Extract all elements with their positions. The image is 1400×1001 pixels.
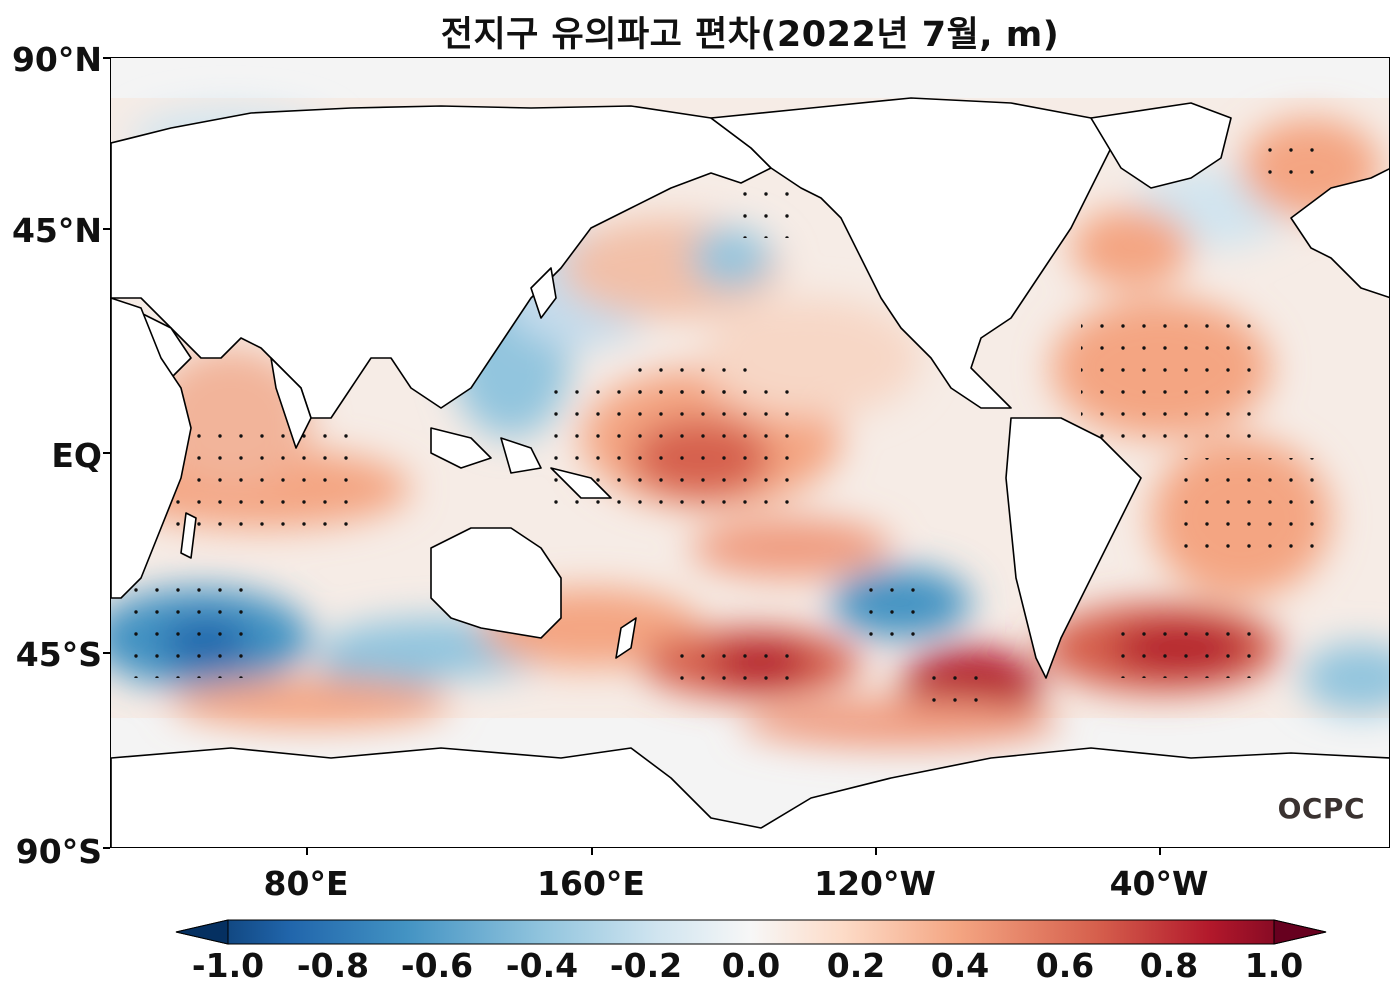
- coastlines: [111, 97, 1389, 847]
- cbar-tick: -0.8: [296, 946, 370, 985]
- map-title: 전지구 유의파고 편차(2022년 7월, m): [440, 15, 1060, 55]
- cbar-tick: -0.2: [609, 946, 683, 985]
- colorbar-max-extend: [1273, 919, 1327, 945]
- ocpc-logo: OCPC: [1277, 792, 1365, 825]
- cbar-tick: 0.6: [1035, 946, 1095, 985]
- cbar-tick: 0.2: [826, 946, 886, 985]
- cbar-tick: 1.0: [1244, 946, 1304, 985]
- lat-label-eq: EQ: [51, 436, 102, 475]
- lat-tick: [103, 57, 110, 59]
- lon-tick: [591, 848, 593, 855]
- colorbar-gradient: [175, 919, 1327, 945]
- lat-tick: [103, 228, 110, 230]
- cbar-tick: 0.0: [721, 946, 781, 985]
- lat-label-45n: 45°N: [11, 211, 102, 250]
- cbar-tick: -0.6: [400, 946, 474, 985]
- lon-tick: [306, 848, 308, 855]
- cbar-tick: -0.4: [505, 946, 579, 985]
- lon-tick: [875, 848, 877, 855]
- lon-label-80e: 80°E: [263, 864, 349, 903]
- colorbar-tick-labels: -1.0 -0.8 -0.6 -0.4 -0.2 0.0 0.2 0.4 0.6…: [0, 946, 1400, 986]
- map-panel: OCPC: [110, 57, 1390, 848]
- lat-label-45s: 45°S: [15, 635, 102, 674]
- lon-label-40w: 40°W: [1109, 864, 1209, 903]
- lon-label-120w: 120°W: [814, 864, 936, 903]
- anomaly-map: [111, 97, 1389, 847]
- colorbar-min-extend: [175, 919, 229, 945]
- lat-tick: [103, 652, 110, 654]
- lon-label-160e: 160°E: [537, 864, 645, 903]
- cbar-tick: 0.8: [1139, 946, 1199, 985]
- colorbar: [175, 919, 1327, 945]
- cbar-tick: 0.4: [930, 946, 990, 985]
- lon-tick: [1159, 848, 1161, 855]
- lat-tick: [103, 847, 110, 849]
- lat-tick: [103, 452, 110, 454]
- cbar-tick: -1.0: [191, 946, 265, 985]
- lat-label-90n: 90°N: [11, 40, 102, 79]
- lat-label-90s: 90°S: [15, 832, 102, 871]
